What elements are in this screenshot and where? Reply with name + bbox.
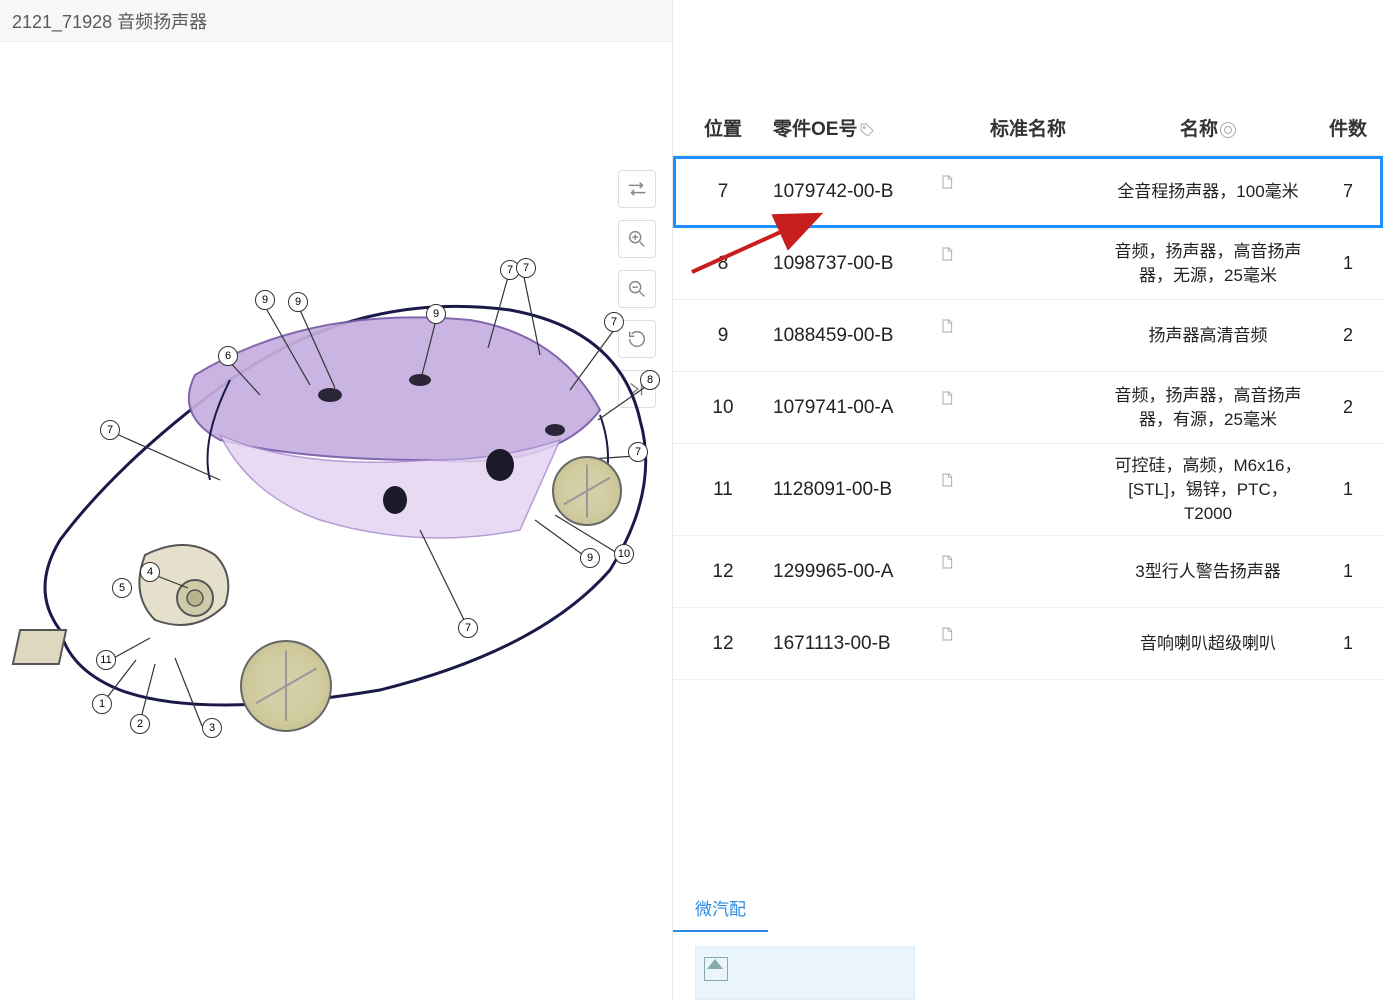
col-header-name: 名称: [1103, 114, 1313, 141]
cell-oe: 1098737-00-B: [773, 253, 953, 275]
document-icon[interactable]: [939, 245, 955, 263]
callout-9[interactable]: 9: [288, 292, 308, 312]
cell-oe: 1299965-00-A: [773, 561, 953, 583]
cell-qty: 1: [1313, 479, 1383, 500]
footer-tabs: 微汽配: [673, 885, 1383, 932]
table-row[interactable]: 91088459-00-B 扬声器高清音频2: [673, 300, 1383, 372]
table-body: 71079742-00-B全音程扬声器，100毫米781098737-00-B音…: [673, 156, 1383, 881]
table-row[interactable]: 81098737-00-B 音频，扬声器，高音扬声器，无源，25毫米1: [673, 228, 1383, 300]
cell-name: 扬声器高清音频: [1103, 314, 1313, 358]
tag-icon: [859, 122, 875, 138]
cell-qty: 2: [1313, 325, 1383, 346]
diagram-title: 2121_71928 音频扬声器: [0, 0, 672, 42]
callout-5[interactable]: 5: [112, 578, 132, 598]
cell-qty: 1: [1313, 253, 1383, 274]
cell-position: 8: [673, 253, 773, 275]
callout-6[interactable]: 6: [218, 346, 238, 366]
table-row[interactable]: 121671113-00-B 音响喇叭超级喇叭1: [673, 608, 1383, 680]
callout-1[interactable]: 1: [92, 694, 112, 714]
document-icon[interactable]: [939, 317, 955, 335]
table-row[interactable]: 101079741-00-A 音频，扬声器，高音扬声器，有源，25毫米2: [673, 372, 1383, 444]
cell-qty: 1: [1313, 633, 1383, 654]
cell-qty: 2: [1313, 397, 1383, 418]
cell-position: 7: [673, 181, 773, 203]
document-icon[interactable]: [939, 173, 955, 191]
table-header: 位置 零件OE号 标准名称 名称 件数: [673, 100, 1383, 156]
document-icon[interactable]: [939, 389, 955, 407]
col-header-oe: 零件OE号: [773, 114, 953, 141]
callout-11[interactable]: 11: [96, 650, 116, 670]
callout-10[interactable]: 10: [614, 544, 634, 564]
callout-7[interactable]: 7: [458, 618, 478, 638]
callout-3[interactable]: 3: [202, 718, 222, 738]
cell-name: 全音程扬声器，100毫米: [1103, 170, 1313, 214]
document-icon[interactable]: [939, 471, 955, 489]
table-row[interactable]: 121299965-00-A 3型行人警告扬声器1: [673, 536, 1383, 608]
document-icon[interactable]: [939, 553, 955, 571]
footer-thumbnail[interactable]: [695, 946, 915, 1000]
cell-oe: 1088459-00-B: [773, 325, 953, 347]
callout-7[interactable]: 7: [628, 442, 648, 462]
table-row[interactable]: 71079742-00-B全音程扬声器，100毫米7: [673, 156, 1383, 228]
table-row[interactable]: 111128091-00-B 可控硅，高频，M6x16，[STL]，锡锌，PTC，…: [673, 444, 1383, 536]
cell-position: 10: [673, 397, 773, 419]
cell-position: 12: [673, 633, 773, 655]
cell-position: 11: [673, 479, 773, 501]
cell-oe: 1128091-00-B: [773, 479, 953, 501]
document-icon[interactable]: [939, 625, 955, 643]
parts-pane: 位置 零件OE号 标准名称 名称 件数 71079742-00-B全音程扬声器，…: [673, 0, 1383, 1000]
cell-name: 音频，扬声器，高音扬声器，无源，25毫米: [1103, 230, 1313, 298]
callout-7[interactable]: 7: [604, 312, 624, 332]
cell-oe: 1079741-00-A: [773, 397, 953, 419]
callout-2[interactable]: 2: [130, 714, 150, 734]
cell-name: 可控硅，高频，M6x16，[STL]，锡锌，PTC，T2000: [1103, 444, 1313, 535]
callout-9[interactable]: 9: [426, 304, 446, 324]
callout-9[interactable]: 9: [255, 290, 275, 310]
target-icon: [1220, 122, 1236, 138]
cell-qty: 1: [1313, 561, 1383, 582]
diagram-pane: 2121_71928 音频扬声器: [0, 0, 673, 1000]
callout-4[interactable]: 4: [140, 562, 160, 582]
cell-qty: 7: [1313, 181, 1383, 202]
cell-name: 音频，扬声器，高音扬声器，有源，25毫米: [1103, 374, 1313, 442]
callout-8[interactable]: 8: [640, 370, 660, 390]
col-header-std: 标准名称: [953, 114, 1103, 141]
callout-7[interactable]: 7: [516, 258, 536, 278]
col-header-position: 位置: [673, 114, 773, 141]
cell-name: 3型行人警告扬声器: [1103, 550, 1313, 594]
footer-tab-weiqipei[interactable]: 微汽配: [673, 885, 768, 932]
cell-oe: 1079742-00-B: [773, 181, 953, 203]
car-diagram: 777997698109741151237: [0, 160, 680, 760]
cell-position: 9: [673, 325, 773, 347]
cell-position: 12: [673, 561, 773, 583]
cell-name: 音响喇叭超级喇叭: [1103, 622, 1313, 666]
cell-oe: 1671113-00-B: [773, 633, 953, 655]
callout-7[interactable]: 7: [100, 420, 120, 440]
callout-9[interactable]: 9: [580, 548, 600, 568]
col-header-qty: 件数: [1313, 114, 1383, 141]
